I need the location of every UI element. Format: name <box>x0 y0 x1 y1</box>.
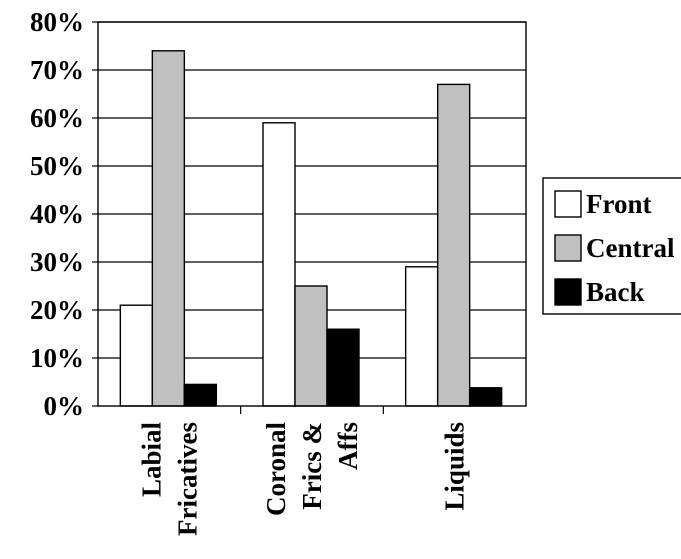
category-label: Coronal <box>261 422 291 517</box>
category-label: Labial <box>136 422 166 498</box>
y-tick-label: 40% <box>30 199 84 229</box>
legend-swatch-front <box>554 190 582 218</box>
category-label: Affs <box>333 422 363 470</box>
y-tick-label: 0% <box>44 391 85 421</box>
y-tick-label: 30% <box>30 247 84 277</box>
y-tick-label: 70% <box>30 55 84 85</box>
category-label: Frics & <box>297 422 327 510</box>
y-tick-label: 10% <box>30 343 84 373</box>
bar-front <box>404 266 439 407</box>
legend-label: Back <box>586 277 645 307</box>
legend-swatch-central <box>554 234 582 262</box>
bar-central <box>151 50 186 407</box>
y-tick-label: 50% <box>30 151 84 181</box>
category-labels: Labial Fricatives Coronal Frics & Affs Liquid… <box>136 422 469 536</box>
legend-swatch-back <box>554 278 582 306</box>
y-tick-label: 80% <box>30 7 84 37</box>
category-label: Liquids <box>440 422 470 511</box>
bar-central <box>294 285 328 407</box>
bar-back <box>468 387 503 407</box>
y-tick-label: 20% <box>30 295 84 325</box>
legend: Front Central Back <box>542 177 681 315</box>
legend-label: Front <box>586 189 652 219</box>
bar-back <box>326 328 360 407</box>
bar-back <box>183 383 218 407</box>
legend-label: Central <box>586 233 675 263</box>
y-tick-labels: 0% 10% 20% 30% 40% 50% 60% 70% 80% <box>30 7 84 421</box>
plot-frame <box>97 21 527 407</box>
category-label: Fricatives <box>172 422 202 536</box>
bar-front <box>262 122 296 407</box>
y-tick-label: 60% <box>30 103 84 133</box>
bar-front <box>119 304 154 407</box>
bars <box>119 50 503 407</box>
bar-central <box>436 83 471 407</box>
axes <box>92 21 527 414</box>
